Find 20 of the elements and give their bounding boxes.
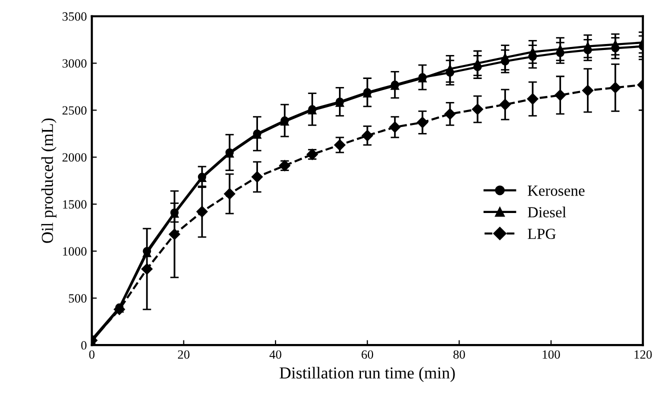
y-tick-label: 2500 <box>62 106 86 115</box>
y-axis-title: Oil produced (mL) <box>41 118 56 243</box>
y-tick-label: 500 <box>68 294 86 303</box>
x-tick-label: 0 <box>89 350 94 359</box>
x-tick-label: 60 <box>362 350 374 359</box>
x-tick-label: 80 <box>453 350 465 359</box>
y-tick-label: 2000 <box>62 153 86 162</box>
x-tick-label: 20 <box>178 350 190 359</box>
x-axis-title: Distillation run time (min) <box>280 366 455 382</box>
legend-label: Diesel <box>528 206 566 218</box>
x-tick-label: 120 <box>634 350 652 359</box>
legend-label: LPG <box>528 228 556 240</box>
y-tick-label: 1500 <box>63 200 86 209</box>
y-tick-label: 1000 <box>63 247 86 256</box>
y-tick-label: 3500 <box>62 12 86 21</box>
x-tick-label: 100 <box>542 350 560 359</box>
x-tick-label: 40 <box>270 350 282 359</box>
y-tick-label: 0 <box>81 341 86 350</box>
legend-label: Kerosene <box>528 186 585 196</box>
y-tick-label: 3000 <box>62 59 86 68</box>
